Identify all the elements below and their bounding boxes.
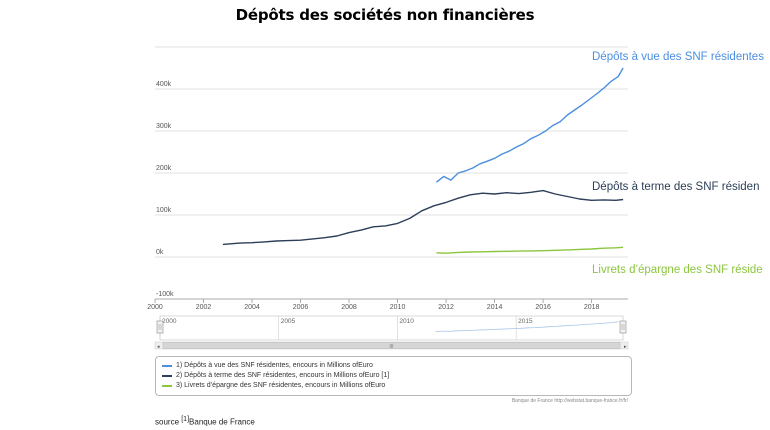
x-tick-label: 2004: [244, 304, 260, 311]
y-tick-label: 300k: [156, 123, 172, 130]
y-tick-label: 0k: [156, 249, 164, 256]
scroll-left-arrow[interactable]: ◂: [157, 344, 160, 350]
y-tick-label: 200k: [156, 165, 172, 172]
x-tick-label: 2014: [487, 304, 503, 311]
series-end-label: Dépôts à vue des SNF résidentes: [592, 51, 764, 63]
chart-credits[interactable]: Banque de France http://webstat.banque-f…: [511, 398, 628, 404]
x-tick-label: 2016: [535, 304, 551, 311]
series-line: [436, 246, 624, 254]
legend-label-3: 3) Livrets d’épargne des SNF résidentes,…: [176, 382, 386, 389]
navigator-tick-label: 2005: [281, 318, 296, 325]
x-tick-label: 2000: [147, 304, 163, 311]
y-tick-label: 400k: [156, 81, 172, 88]
series-lines: [222, 67, 624, 254]
legend: 1) Dépôts à vue des SNF résidentes, enco…: [155, 356, 632, 396]
legend-label-2: 2) Dépôts à terme des SNF résidentes, en…: [176, 372, 390, 379]
legend-swatch-green: [162, 384, 172, 387]
series-line: [435, 67, 624, 183]
series-end-label: Dépôts à terme des SNF résiden: [592, 181, 759, 193]
series-line: [222, 189, 624, 246]
x-tick-label: 2008: [341, 304, 357, 311]
scrollbar-grip-label: III: [389, 344, 393, 350]
source-text: Banque de France: [189, 417, 255, 427]
navigator-tick-label: 2000: [162, 318, 177, 325]
legend-item-3[interactable]: 3) Livrets d’épargne des SNF résidentes,…: [162, 382, 385, 389]
x-axis: 2000 2002 2004 2006 2008 2010 2012 2014 2016 2018: [147, 298, 628, 311]
legend-swatch-blue: [162, 364, 172, 367]
navigator-handle[interactable]: [156, 320, 164, 334]
chart-title: Dépôts des sociétés non financières: [235, 6, 535, 24]
series-end-label: Livrets d’épargne des SNF réside: [592, 264, 763, 276]
x-tick-label: 2012: [438, 304, 454, 311]
source-ref[interactable]: [1]: [181, 416, 190, 423]
navigator-tick-label: 2010: [399, 318, 414, 325]
grid-lines: [155, 46, 628, 300]
navigator-tick-label: 2015: [518, 318, 533, 325]
y-tick-label: 100k: [156, 207, 172, 214]
scroll-right-arrow[interactable]: ▸: [624, 344, 627, 350]
series-end-labels: Dépôts à vue des SNF résidentes Dépôts à …: [592, 51, 764, 276]
x-tick-label: 2002: [196, 304, 212, 311]
x-tick-label: 2006: [293, 304, 309, 311]
legend-swatch-navy: [162, 374, 172, 377]
legend-item-1[interactable]: 1) Dépôts à vue des SNF résidentes, enco…: [162, 362, 373, 369]
y-tick-label: -100k: [156, 291, 174, 298]
navigator-handle[interactable]: [619, 320, 627, 334]
legend-item-2[interactable]: 2) Dépôts à terme des SNF résidentes, en…: [162, 372, 389, 379]
navigator: 2000 2005 2010 2015 III ◂ ▸: [154, 315, 629, 350]
source-prefix: source: [155, 417, 182, 427]
scrollbar-thumb[interactable]: [162, 342, 621, 349]
x-tick-label: 2018: [584, 304, 600, 311]
legend-label-1: 1) Dépôts à vue des SNF résidentes, enco…: [176, 362, 373, 369]
navigator-frame: [159, 315, 624, 341]
y-axis-ticks: -100k 0k 100k 200k 300k 400k: [156, 81, 174, 298]
source-note: source [1]Banque de France: [155, 416, 255, 427]
navigator-series: [435, 321, 619, 332]
x-tick-label: 2010: [390, 304, 406, 311]
